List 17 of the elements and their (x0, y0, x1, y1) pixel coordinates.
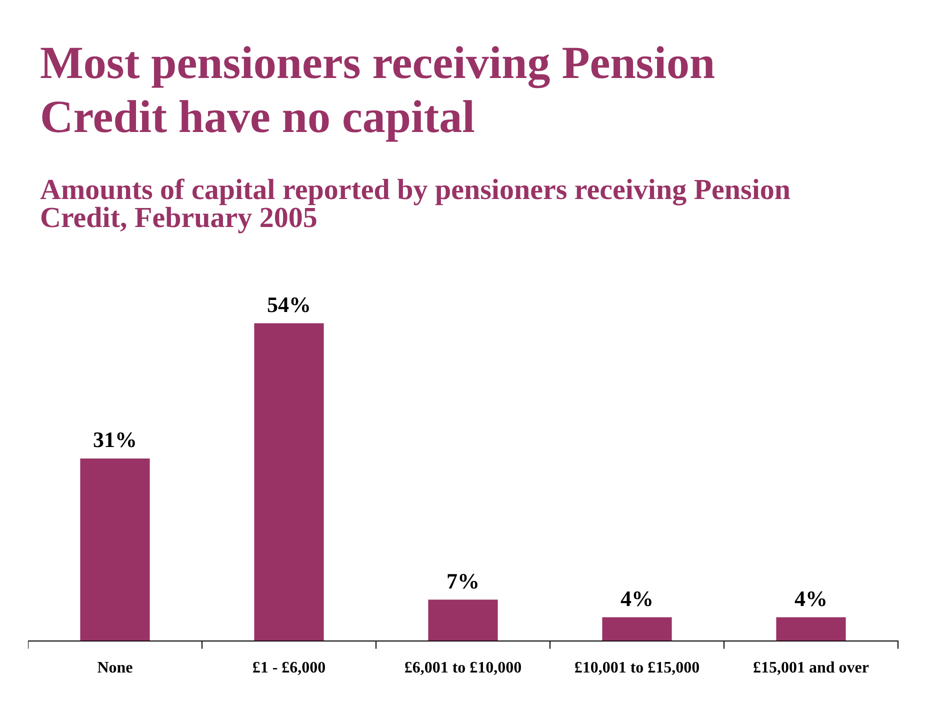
data-label: 7% (446, 568, 480, 594)
x-tick-label: None (97, 660, 133, 677)
data-label: 54% (267, 292, 311, 317)
x-tick-label: £6,001 to £10,000 (404, 660, 522, 677)
bar (428, 600, 498, 641)
x-tick-label: £1 - £6,000 (252, 660, 326, 677)
bar (776, 617, 846, 641)
data-label: 4% (794, 586, 828, 611)
bar (254, 323, 324, 641)
data-label: 4% (620, 586, 654, 611)
x-tick-label: £15,001 and over (753, 660, 869, 677)
chart-subtitle: Amounts of capital reported by pensioners receiving Pension Credit, February 2005 (40, 174, 792, 234)
x-tick-label: £10,001 to £15,000 (574, 660, 700, 677)
data-label: 31% (93, 427, 137, 452)
chart-title: Most pensioners receiving Pension Credit have no capital (40, 36, 716, 144)
bar (602, 617, 672, 641)
bar (80, 458, 150, 641)
